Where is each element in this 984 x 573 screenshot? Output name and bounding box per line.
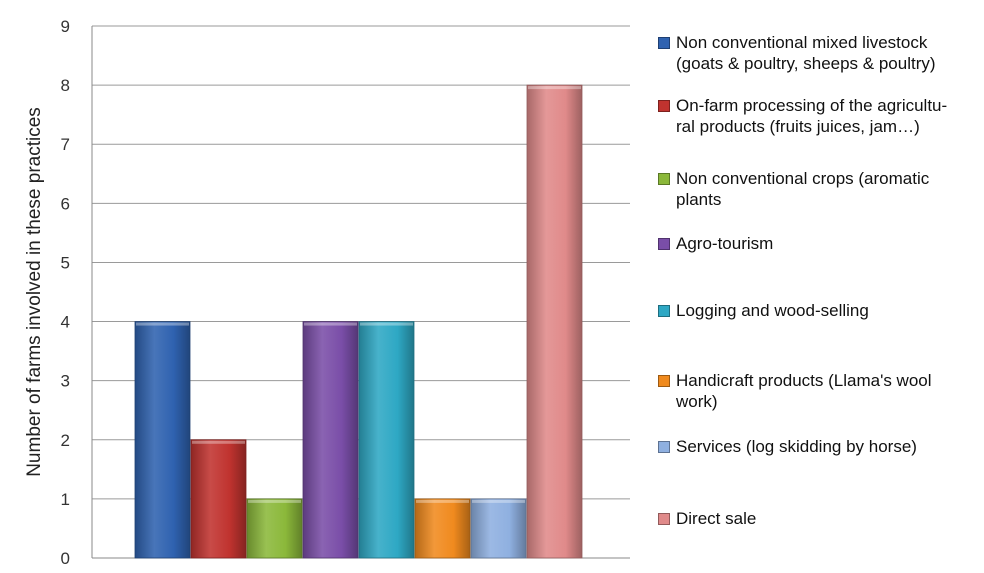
legend-swatch: [658, 100, 670, 112]
bar-1: [134, 321, 191, 559]
bar-highlight: [304, 322, 357, 326]
y-tick-label: 5: [61, 253, 70, 272]
y-tick-label: 0: [61, 549, 70, 568]
legend-item: Agro-tourism: [658, 233, 980, 254]
legend-swatch: [658, 305, 670, 317]
legend-swatch: [658, 37, 670, 49]
bar-highlight: [136, 322, 189, 326]
bar-highlight: [360, 322, 413, 326]
y-axis-label: Number of farms involved in these practi…: [24, 107, 45, 477]
legend: Non conventional mixed livestock (goats …: [658, 32, 980, 550]
legend-item: Direct sale: [658, 508, 980, 529]
bar-highlight: [472, 499, 525, 503]
bar-4: [302, 321, 359, 559]
legend-swatch: [658, 238, 670, 250]
bar-highlight: [192, 440, 245, 444]
y-tick-label: 4: [61, 313, 70, 332]
legend-swatch: [658, 375, 670, 387]
y-tick-label: 3: [61, 372, 70, 391]
legend-label: Handicraft products (Llama's wool work): [676, 371, 932, 411]
legend-swatch: [658, 513, 670, 525]
bar-5: [358, 321, 415, 559]
y-tick-label: 7: [61, 135, 70, 154]
bar-2: [190, 439, 247, 559]
legend-item: Handicraft products (Llama's wool work): [658, 370, 980, 412]
legend-item: Non conventional mixed livestock (goats …: [658, 32, 980, 74]
legend-label: Direct sale: [676, 509, 757, 528]
legend-label: On-farm processing of the agricultu- ral…: [676, 96, 948, 136]
legend-item: On-farm processing of the agricultu- ral…: [658, 95, 980, 137]
bar-highlight: [248, 499, 301, 503]
legend-label: Non conventional mixed livestock (goats …: [676, 33, 936, 73]
bar-highlight: [416, 499, 469, 503]
legend-swatch: [658, 173, 670, 185]
legend-label: Agro-tourism: [676, 234, 774, 253]
bar-7: [470, 498, 527, 559]
y-tick-label: 2: [61, 431, 70, 450]
bar-6: [414, 498, 471, 559]
legend-label: Non conventional crops (aromatic plants: [676, 169, 930, 209]
legend-item: Services (log skidding by horse): [658, 436, 980, 457]
bar-highlight: [528, 86, 581, 90]
y-tick-label: 9: [61, 17, 70, 36]
bar-8: [526, 84, 583, 559]
legend-label: Services (log skidding by horse): [676, 437, 917, 456]
legend-swatch: [658, 441, 670, 453]
y-tick-label: 6: [61, 194, 70, 213]
y-tick-label: 1: [61, 490, 70, 509]
bar-3: [246, 498, 303, 559]
legend-label: Logging and wood-selling: [676, 301, 869, 320]
y-tick-label: 8: [61, 76, 70, 95]
legend-item: Non conventional crops (aromatic plants: [658, 168, 980, 210]
legend-item: Logging and wood-selling: [658, 300, 980, 321]
